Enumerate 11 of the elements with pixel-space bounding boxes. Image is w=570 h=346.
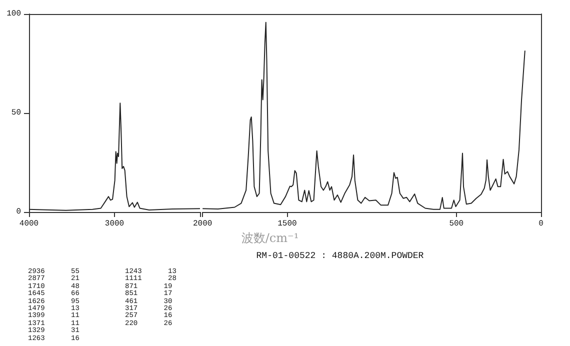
x-tick-label: 0 xyxy=(538,220,544,228)
x-tick-label: 4000 xyxy=(19,220,39,228)
y-tick-label: 50 xyxy=(11,108,22,118)
x-tick-label: 2000 xyxy=(193,220,212,228)
x-axis-title: 波数/cm⁻¹ xyxy=(240,230,300,247)
x-tick-label: 1500 xyxy=(278,220,297,228)
y-tick-label: 0 xyxy=(16,208,22,216)
x-tick-label: 3000 xyxy=(104,220,124,228)
y-tick-label: 100 xyxy=(6,10,22,18)
x-tick-label: 500 xyxy=(449,220,464,228)
text: RM-01-00522 : 4880A.200M.POWDER xyxy=(255,251,425,261)
